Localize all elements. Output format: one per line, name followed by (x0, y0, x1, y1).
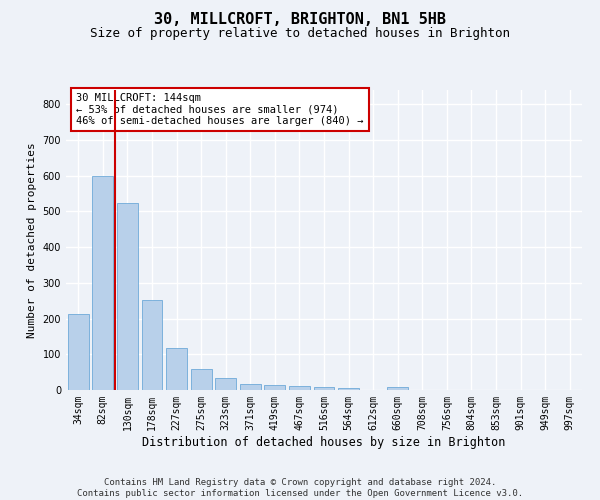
Bar (117, 202, 138, 390)
Text: 30 MILLCROFT: 144sqm
← 53% of detached houses are smaller (974)
46% of semi-deta: 30 MILLCROFT: 144sqm ← 53% of detached h… (76, 93, 364, 126)
Bar (166, 348, 187, 390)
Bar (68, 314, 89, 390)
Bar (191, 370, 212, 390)
Bar (265, 384, 286, 390)
Bar (289, 386, 310, 390)
Bar (215, 378, 236, 390)
Bar (240, 384, 261, 390)
Text: 30, MILLCROFT, BRIGHTON, BN1 5HB: 30, MILLCROFT, BRIGHTON, BN1 5HB (154, 12, 446, 28)
Bar (314, 387, 334, 390)
Y-axis label: Number of detached properties: Number of detached properties (27, 142, 37, 338)
Bar (92, 176, 113, 390)
Text: Size of property relative to detached houses in Brighton: Size of property relative to detached ho… (90, 28, 510, 40)
Text: Contains HM Land Registry data © Crown copyright and database right 2024.
Contai: Contains HM Land Registry data © Crown c… (77, 478, 523, 498)
X-axis label: Distribution of detached houses by size in Brighton: Distribution of detached houses by size … (142, 436, 506, 448)
Bar (387, 387, 408, 390)
Bar (338, 388, 359, 390)
Bar (142, 300, 163, 390)
